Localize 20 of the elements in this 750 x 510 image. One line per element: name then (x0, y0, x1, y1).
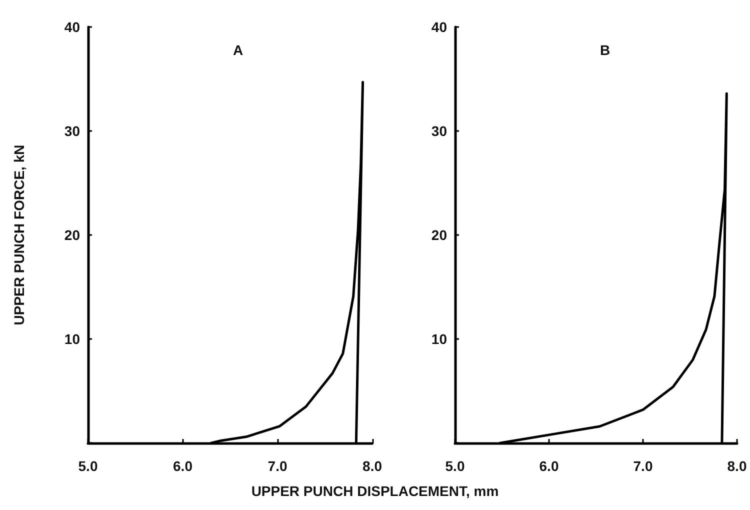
x-tick-label: 8.0 (362, 458, 382, 474)
y-tick-label: 20 (64, 227, 80, 243)
y-tick-label: 40 (64, 19, 80, 35)
x-tick-label: 7.0 (633, 458, 653, 474)
text: A (233, 42, 244, 58)
x-tick-label: 5.0 (445, 458, 465, 474)
y-tick-label: 10 (64, 331, 80, 347)
text: B (600, 42, 610, 58)
x-axis-title: UPPER PUNCH DISPLACEMENT, mm (250, 483, 500, 499)
x-tick-label: 5.0 (78, 458, 98, 474)
x-tick-label: 6.0 (173, 458, 193, 474)
y-tick-label: 40 (431, 19, 448, 35)
y-tick-label: 20 (431, 227, 448, 243)
x-tick-label: 8.0 (727, 458, 747, 474)
y-tick-label: 30 (431, 123, 448, 139)
y-tick-label: 10 (431, 331, 448, 347)
y-tick-label: 30 (64, 123, 80, 139)
x-tick-label: 6.0 (539, 458, 559, 474)
x-tick-label: 7.0 (268, 458, 288, 474)
y-axis-title: UPPER PUNCH FORCE, kN (11, 144, 27, 326)
